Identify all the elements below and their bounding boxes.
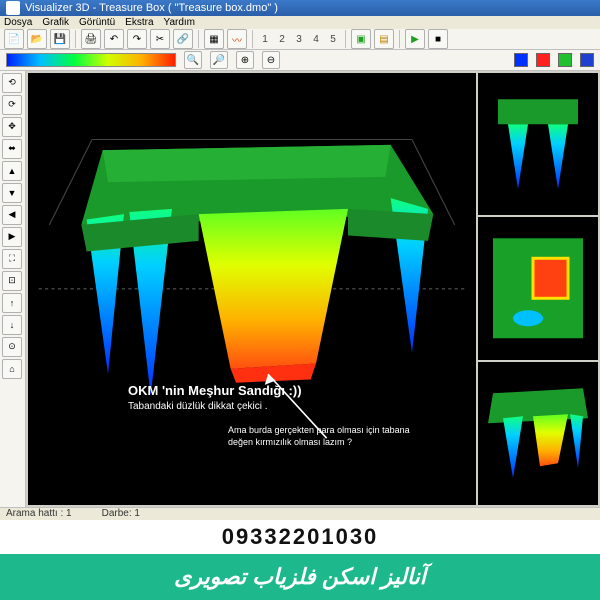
preset-4[interactable]: 4 [309, 30, 323, 48]
status-left: Arama hattı : 1 [6, 508, 72, 519]
preset-1[interactable]: 1 [258, 30, 272, 48]
rotate-left-icon[interactable]: ⟲ [2, 73, 22, 93]
swatch-green[interactable] [558, 53, 572, 67]
gradient-bar[interactable] [6, 53, 176, 67]
toolbar-color: 🔍 🔎 ⊕ ⊖ [0, 50, 600, 71]
wave-icon[interactable]: 〰 [227, 29, 247, 49]
link-icon[interactable]: 🔗 [173, 29, 193, 49]
pan-icon[interactable]: ⬌ [2, 139, 22, 159]
zoom-out-icon[interactable]: 🔍 [184, 51, 202, 69]
menu-file[interactable]: Dosya [4, 17, 32, 28]
print-icon[interactable]: 🖨 [81, 29, 101, 49]
swatch-red[interactable] [536, 53, 550, 67]
menu-help[interactable]: Yardım [164, 17, 196, 28]
arrow-right-icon[interactable]: ▶ [2, 227, 22, 247]
redo-icon[interactable]: ↷ [127, 29, 147, 49]
status-left-label: Arama hattı : [6, 508, 63, 519]
view3d-icon[interactable]: ▣ [351, 29, 371, 49]
tilt-down-icon[interactable]: ▼ [2, 183, 22, 203]
side-toolbar: ⟲ ⟳ ✥ ⬌ ▲ ▼ ◀ ▶ ⛶ ⊡ ↑ ↓ ⊙ ⌂ [0, 71, 26, 507]
status-right-label: Darbe: [102, 508, 132, 519]
menu-graphic[interactable]: Grafik [42, 17, 69, 28]
status-left-value: 1 [66, 508, 72, 519]
status-bar: Arama hattı : 1 Darbe: 1 [0, 507, 600, 520]
play-icon[interactable]: ▶ [405, 29, 425, 49]
annotation-2b: değen kırmızılık olması lazım ? [228, 437, 352, 447]
up-icon[interactable]: ↑ [2, 293, 22, 313]
annotation-2a: Ama burda gerçekten para olması için tab… [228, 425, 410, 435]
main-content: OKM 'nin Meşhur Sandığı :)) Tabandaki dü… [26, 71, 600, 507]
move-icon[interactable]: ✥ [2, 117, 22, 137]
panel-bottom[interactable] [478, 362, 598, 505]
annotation-sub: Tabandaki düzlük dikkat çekici . [128, 401, 268, 412]
zoom-fit-icon[interactable]: ⊖ [262, 51, 280, 69]
menu-view[interactable]: Görüntü [79, 17, 115, 28]
phone-number: 09332201030 [0, 520, 600, 554]
menu-extra[interactable]: Ekstra [125, 17, 153, 28]
panel-top[interactable] [478, 73, 598, 216]
preset-3[interactable]: 3 [292, 30, 306, 48]
panel-mid[interactable] [478, 217, 598, 360]
tool-icon[interactable]: ✂ [150, 29, 170, 49]
menu-bar: Dosya Grafik Görüntü Ekstra Yardım [0, 16, 600, 29]
preset-5[interactable]: 5 [326, 30, 340, 48]
zoom-tool-icon[interactable]: ⊕ [236, 51, 254, 69]
swatch-blue[interactable] [514, 53, 528, 67]
overlay-banner: 09332201030 آنالیز اسکن فلزیاب تصویری [0, 520, 600, 600]
toolbar-main: 📄 📂 💾 🖨 ↶ ↷ ✂ 🔗 ▦ 〰 1 2 3 4 5 ▣ ▤ ▶ ■ [0, 29, 600, 50]
swatch-blue2[interactable] [580, 53, 594, 67]
work-area: ⟲ ⟳ ✥ ⬌ ▲ ▼ ◀ ▶ ⛶ ⊡ ↑ ↓ ⊙ ⌂ [0, 71, 600, 507]
app-icon [6, 1, 20, 15]
center-icon[interactable]: ⊙ [2, 337, 22, 357]
preset-2[interactable]: 2 [275, 30, 289, 48]
reset-icon[interactable]: ⌂ [2, 359, 22, 379]
down-icon[interactable]: ↓ [2, 315, 22, 335]
expand-icon[interactable]: ⛶ [2, 249, 22, 269]
main-viewport[interactable]: OKM 'nin Meşhur Sandığı :)) Tabandaki dü… [28, 73, 476, 505]
stop-icon[interactable]: ■ [428, 29, 448, 49]
grid-icon[interactable]: ▦ [204, 29, 224, 49]
status-right: Darbe: 1 [102, 508, 140, 519]
annotation-title: OKM 'nin Meşhur Sandığı :)) [128, 383, 302, 398]
open-icon[interactable]: 📂 [27, 29, 47, 49]
status-right-value: 1 [134, 508, 140, 519]
save-icon[interactable]: 💾 [50, 29, 70, 49]
new-icon[interactable]: 📄 [4, 29, 24, 49]
zoom-in-icon[interactable]: 🔎 [210, 51, 228, 69]
arrow-left-icon[interactable]: ◀ [2, 205, 22, 225]
view2d-icon[interactable]: ▤ [374, 29, 394, 49]
window-title: Visualizer 3D - Treasure Box ( "Treasure… [25, 2, 278, 14]
title-bar: Visualizer 3D - Treasure Box ( "Treasure… [0, 0, 600, 16]
app-window: Visualizer 3D - Treasure Box ( "Treasure… [0, 0, 600, 520]
undo-icon[interactable]: ↶ [104, 29, 124, 49]
caption-text: آنالیز اسکن فلزیاب تصویری [0, 554, 600, 600]
tilt-up-icon[interactable]: ▲ [2, 161, 22, 181]
rotate-right-icon[interactable]: ⟳ [2, 95, 22, 115]
contract-icon[interactable]: ⊡ [2, 271, 22, 291]
side-panels [478, 73, 598, 505]
